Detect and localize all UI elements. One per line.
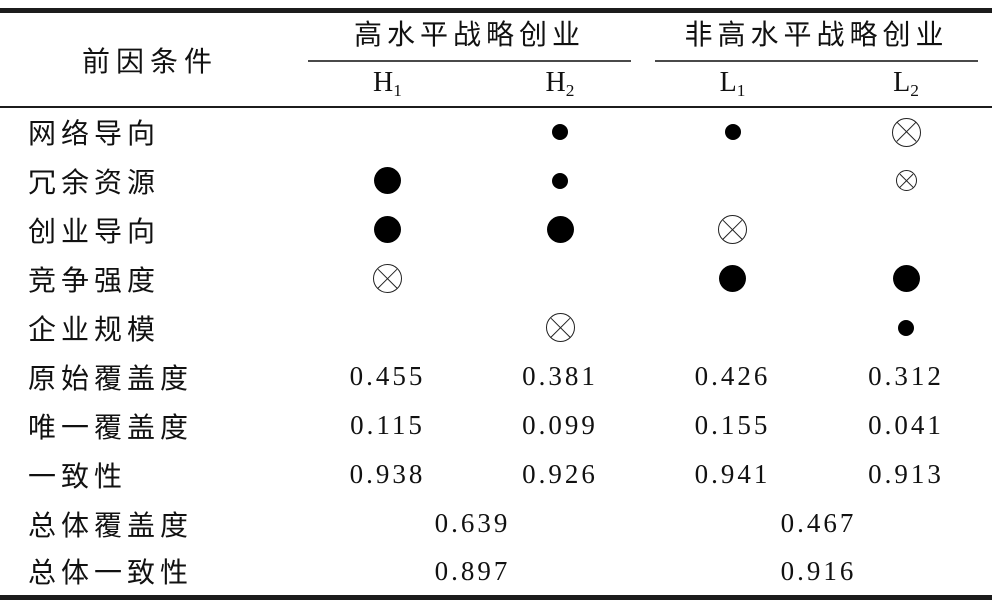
table-row: 原始覆盖度 0.455 0.381 0.426 0.312 [0,352,992,401]
value-cell-span: 0.897 [434,555,511,586]
table-row: 总体一致性 0.897 0.916 [0,548,992,597]
row-label: 总体覆盖度 [28,510,194,542]
group-header-non-high-level-label: 非高水平战略创业 [655,13,979,62]
condition-cell [820,303,992,352]
table-row: 网络导向 [0,107,992,156]
large-filled-circle-icon [719,265,747,292]
column-header-l2-letter: L [893,67,911,99]
small-filled-circle-icon [724,124,741,141]
condition-cell [300,107,475,156]
large-filled-circle-icon [374,167,401,194]
large-crossed-circle-icon [718,215,748,244]
column-header-h1: H1 [300,62,475,108]
large-filled-circle-icon [374,216,401,243]
row-label: 唯一覆盖度 [28,412,194,444]
condition-cell [475,303,645,352]
value-cell: 0.041 [868,410,944,440]
condition-cell [475,156,645,205]
condition-cell [645,107,820,156]
table-row: 竞争强度 [0,254,992,303]
table-row: 一致性 0.938 0.926 0.941 0.913 [0,450,992,499]
group-header-high-level-label: 高水平战略创业 [308,13,632,62]
column-header-l1: L1 [645,62,821,108]
small-filled-circle-icon [898,319,915,336]
large-filled-circle-icon [892,265,920,292]
solution-header-row: H1 H2 L1 L2 [0,62,992,108]
small-filled-circle-icon [552,172,568,189]
value-cell: 0.381 [522,361,598,391]
column-header-h1-subscript: 1 [393,80,402,100]
column-header-l1-letter: L [719,67,737,99]
condition-cell [820,156,992,205]
column-header-h2-letter: H [545,67,566,99]
condition-cell [300,205,475,254]
row-label: 企业规模 [28,314,161,346]
large-filled-circle-icon [546,216,574,243]
column-header-l1-subscript: 1 [736,80,746,100]
value-cell: 0.155 [694,410,771,440]
large-crossed-circle-icon [545,313,575,342]
value-cell: 0.941 [694,459,771,489]
value-cell-span: 0.639 [434,508,511,538]
qca-configuration-table: 前因条件 高水平战略创业 非高水平战略创业 H1 H2 L1 L2 网络导向 冗余… [0,8,992,600]
value-cell-span: 0.467 [780,508,857,538]
condition-cell [475,205,645,254]
table-row: 冗余资源 [0,156,992,205]
condition-cell [820,254,992,303]
row-label: 竞争强度 [28,265,161,297]
condition-cell [475,254,645,303]
column-header-h2: H2 [475,62,646,108]
value-cell: 0.115 [350,410,425,440]
group-header-row: 前因条件 高水平战略创业 非高水平战略创业 [0,10,992,108]
table-header: 前因条件 高水平战略创业 非高水平战略创业 H1 H2 L1 L2 [0,10,992,108]
condition-cell [300,303,475,352]
row-label: 网络导向 [28,119,161,150]
value-cell: 0.426 [694,361,771,391]
group-header-high-level: 高水平战略创业 [300,11,645,62]
condition-cell [820,205,992,254]
corner-header-antecedent-conditions: 前因条件 [0,10,300,108]
condition-cell [820,107,992,156]
condition-cell [645,205,820,254]
row-label: 一致性 [28,461,128,493]
condition-cell [645,156,820,205]
group-header-non-high-level: 非高水平战略创业 [645,11,992,62]
condition-cell [645,254,820,303]
value-cell: 0.099 [522,410,598,440]
table-row: 唯一覆盖度 0.115 0.099 0.155 0.041 [0,401,992,450]
column-header-l2-subscript: 2 [910,80,919,100]
column-header-h1-letter: H [373,67,394,99]
table-body: 网络导向冗余资源创业导向竞争强度企业规模原始覆盖度 0.455 0.381 0.426… [0,107,992,597]
table-row: 创业导向 [0,205,992,254]
column-header-h2-subscript: 2 [565,80,575,100]
row-label: 创业导向 [28,216,161,248]
row-label: 冗余资源 [28,167,161,199]
value-cell: 0.926 [522,459,598,489]
table-row: 总体覆盖度 0.639 0.467 [0,499,992,548]
large-crossed-circle-icon [891,117,921,147]
condition-cell [645,303,820,352]
small-filled-circle-icon [552,124,568,141]
condition-cell [475,107,645,156]
condition-cell [300,156,475,205]
row-label: 总体一致性 [28,558,194,590]
value-cell: 0.312 [868,361,944,391]
condition-cell [300,254,475,303]
row-label: 原始覆盖度 [28,363,194,395]
column-header-l2: L2 [820,62,992,108]
table-row: 企业规模 [0,303,992,352]
value-cell: 0.913 [868,459,944,489]
value-cell-span: 0.916 [780,555,857,586]
value-cell: 0.938 [349,459,426,489]
small-crossed-circle-icon [895,170,917,191]
large-crossed-circle-icon [373,264,402,293]
value-cell: 0.455 [349,361,426,391]
